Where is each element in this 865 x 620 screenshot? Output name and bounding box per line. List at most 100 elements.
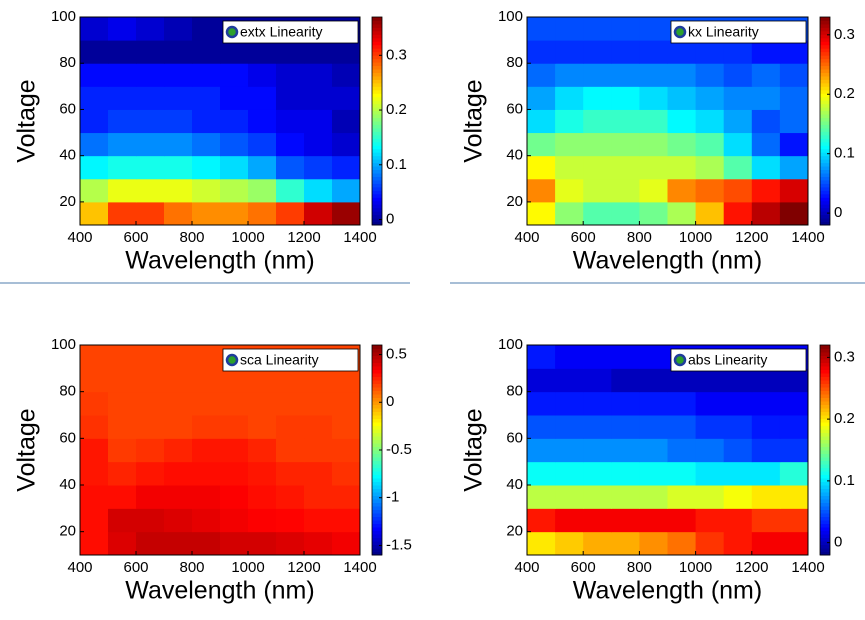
panel: 400 600 800 1000 1200 1400 20 40 60 80 100 Waveleng… [460,8,855,275]
colorbar-step [372,534,382,538]
heat-cell [192,132,221,157]
heat-cell [108,178,137,203]
heat-cell [583,155,612,180]
colorbar-step [820,218,830,223]
colorbar-step [372,348,382,353]
heat-cell [723,63,753,87]
heat-cell [248,368,277,393]
heat-cell [695,40,725,64]
heat-cell [192,531,221,556]
heat-cell [583,508,612,533]
colorbar-step [372,478,382,482]
legend-marker [673,353,687,367]
y-axis-label: Voltage [460,79,488,162]
x-tick-label: 1000 [231,559,264,576]
heat-cell [304,40,333,64]
heat-cell [192,86,221,110]
colorbar-step [820,492,830,496]
colorbar-step [372,162,382,167]
colorbar-step [372,404,382,409]
colorbar-step [372,155,382,160]
colorbar-step [820,520,830,524]
heat-cell [667,531,697,556]
y-tick-label: 80 [506,383,523,400]
x-axis-label: Wavelength (nm) [125,247,314,275]
colorbar-step [372,366,382,370]
heat-cell [583,63,612,87]
heat-cell [136,155,165,180]
colorbar-step [372,439,382,444]
legend-box [222,20,359,44]
colorbar-step [820,27,830,32]
heat-cell [527,415,556,439]
colorbar-step [372,450,382,454]
heat-cell [248,63,277,87]
heat-cell [723,531,753,556]
heat-cell [276,531,305,556]
heat-cell [639,63,668,87]
legend-marker [673,25,687,39]
colorbar-step [820,471,830,475]
x-tick-label: 1400 [343,229,376,246]
heat-cell [192,17,221,41]
heat-cell [304,485,333,509]
heat-cell [555,86,584,110]
colorbar-step [372,186,382,191]
heat-cell [751,415,781,439]
x-tick-label: 1200 [287,559,320,576]
colorbar-step [372,397,382,402]
y-tick-label: 100 [498,8,523,25]
colorbar-step [372,17,382,21]
colorbar-step [820,72,830,77]
heat-cell [304,132,333,157]
colorbar-step [372,422,382,426]
colorbar-step [820,58,830,63]
colorbar-step [820,82,830,87]
colorbar-step [372,411,382,416]
colorbar-tick-label: 0.2 [386,101,407,118]
heat-cell [583,40,612,64]
colorbar-step [372,41,382,46]
colorbar-step [820,513,830,517]
colorbar-step [820,355,830,360]
x-tick-label: 1200 [735,559,768,576]
colorbar-step [820,439,830,444]
colorbar-step [820,362,830,367]
heat-cell [695,508,725,533]
heat-cell [695,531,725,556]
colorbar-step [820,148,830,153]
heat-cell [332,391,361,416]
y-tick-label: 60 [59,100,76,117]
heat-cell [108,155,137,180]
heat-cell [164,63,193,87]
x-tick-label: 800 [179,229,204,246]
colorbar-step [820,464,830,468]
colorbar-step [372,117,382,122]
colorbar-step [820,397,830,402]
heat-cell [583,438,612,463]
heat-cell [108,345,137,369]
colorbar-tick-label: 0.2 [834,85,855,102]
colorbar-step [372,169,382,174]
heat-cell [639,86,668,110]
colorbar-step [372,190,382,195]
colorbar-step [820,75,830,80]
colorbar-step [820,474,830,479]
colorbar-step [372,179,382,184]
colorbar-step [820,499,830,503]
heat-cell [723,415,753,439]
heat-cell [192,40,221,64]
colorbar-step [820,415,830,419]
heat-cell [108,40,137,64]
colorbar-step [820,345,830,349]
colorbar-step [820,86,830,91]
heat-cell [527,17,556,41]
heat-cell [276,391,305,416]
colorbar-step [820,478,830,482]
heat-cell [248,40,277,64]
heat-cell [611,132,640,157]
heat-cell [779,485,809,509]
heat-cell [136,391,165,416]
heat-cell [639,391,668,416]
heat-cell [583,415,612,439]
